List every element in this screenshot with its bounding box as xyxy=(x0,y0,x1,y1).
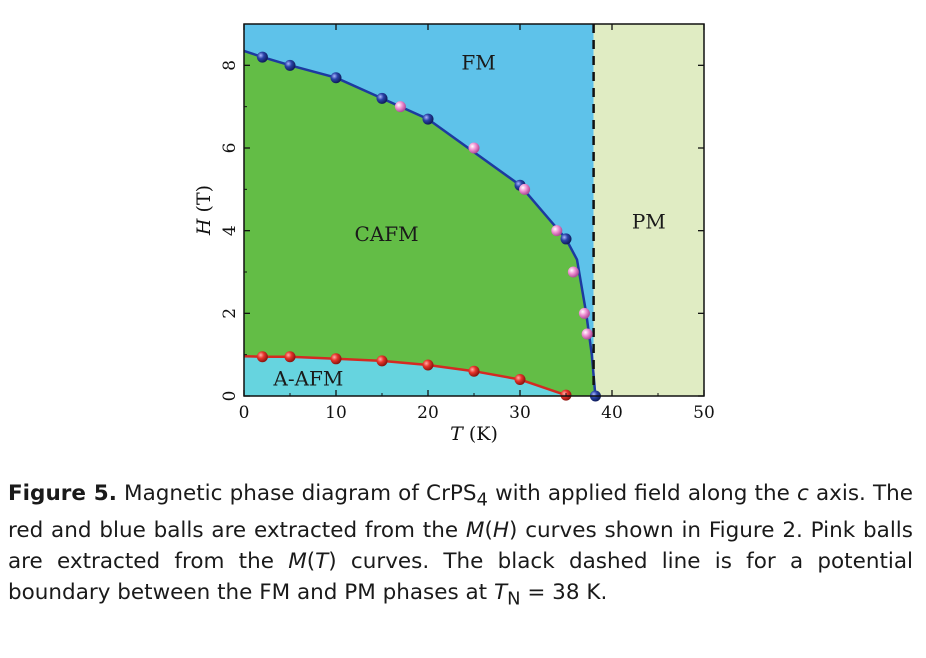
x-axis-title: T (K) xyxy=(450,423,498,445)
caption-text: ) curves shown in Figure 2. Pink balls a… xyxy=(8,518,913,575)
blue-point xyxy=(376,92,388,104)
x-tick-label: 0 xyxy=(239,403,250,423)
y-tick-label: 4 xyxy=(220,225,240,236)
blue-point xyxy=(256,51,268,63)
red-point xyxy=(422,359,434,371)
red-point xyxy=(468,365,480,377)
caption-italic: M xyxy=(288,549,307,575)
x-tick-label: 40 xyxy=(601,403,623,423)
caption-italic: M xyxy=(465,518,485,544)
x-tick-label: 50 xyxy=(693,403,715,423)
region-pm xyxy=(593,24,704,396)
phase-label-pm: PM xyxy=(632,210,666,234)
caption-italic: T xyxy=(315,549,329,575)
caption-text: Magnetic phase diagram of CrPS xyxy=(116,481,477,506)
red-point xyxy=(330,353,342,365)
caption-italic: T xyxy=(493,580,508,606)
caption-text: ) curves. The black dashed line is for a… xyxy=(8,549,913,606)
figure-caption: Figure 5. Magnetic phase diagram of CrPS… xyxy=(8,478,913,615)
red-point xyxy=(284,351,296,363)
blue-point xyxy=(422,113,434,125)
axes: 0 10 20 30 40 50 0 2 4 6 8 T (K) H (T) xyxy=(193,23,715,445)
caption-subscript: N xyxy=(507,588,521,610)
phase-diagram-chart: 0 10 20 30 40 50 0 2 4 6 8 T (K) H (T) FM CAFM A-AFM PM xyxy=(193,23,715,445)
red-point xyxy=(514,373,526,385)
phase-label-fm: FM xyxy=(461,50,495,74)
y-tick-label: 6 xyxy=(220,143,240,154)
pink-point xyxy=(551,225,563,237)
region-cafm xyxy=(244,50,596,397)
y-tick-label: 0 xyxy=(220,391,240,402)
red-point xyxy=(256,351,268,363)
pink-point xyxy=(567,266,579,278)
pink-point xyxy=(394,101,406,113)
caption-italic: c xyxy=(796,481,809,506)
caption-text: axis. The red and blue balls are extract… xyxy=(8,481,913,544)
region-a-afm xyxy=(244,356,566,396)
pink-point xyxy=(581,328,593,340)
phase-label-cafm: CAFM xyxy=(355,222,419,246)
blue-point xyxy=(330,72,342,84)
blue-point xyxy=(284,59,296,71)
pink-point xyxy=(468,142,480,154)
y-tick-label: 2 xyxy=(220,308,240,319)
phase-labels: FM CAFM A-AFM PM xyxy=(272,50,665,390)
pink-point xyxy=(519,183,531,195)
x-tick-label: 10 xyxy=(325,403,347,423)
caption-text: with applied field along the xyxy=(487,481,797,506)
caption-text: = 38 K. xyxy=(520,580,608,606)
phase-label-a-afm: A-AFM xyxy=(272,367,343,391)
x-tick-label: 30 xyxy=(509,403,531,423)
pink-point xyxy=(578,307,590,319)
x-tick-label: 20 xyxy=(417,403,439,423)
red-point xyxy=(376,355,388,367)
caption-label: Figure 5. xyxy=(8,481,117,506)
caption-text: ( xyxy=(306,549,316,575)
y-tick-label: 8 xyxy=(220,60,240,71)
phase-regions xyxy=(244,24,704,397)
blue-point xyxy=(560,233,572,245)
y-axis-title: H (T) xyxy=(193,185,215,236)
caption-italic: H xyxy=(492,518,509,544)
caption-subscript: 4 xyxy=(476,489,488,511)
caption-text: ( xyxy=(484,518,493,544)
